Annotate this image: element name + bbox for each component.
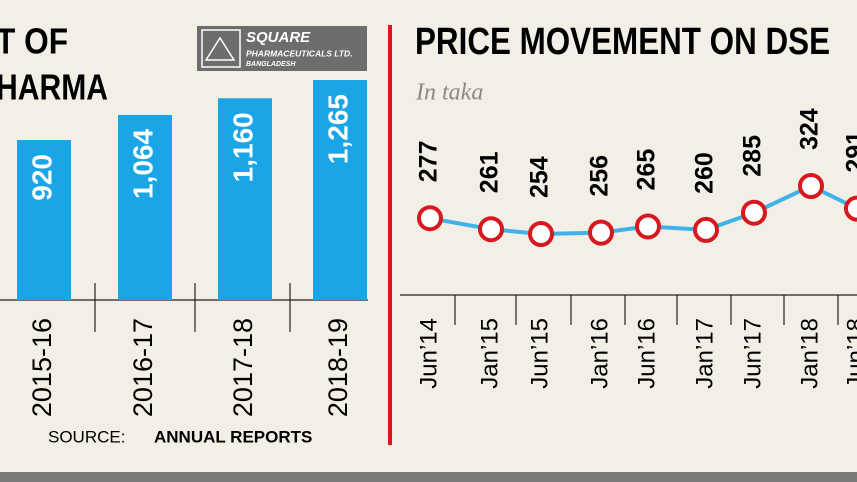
x-tick-label: Jan’18 (796, 318, 823, 389)
value-label: 1,064 (127, 129, 158, 199)
value-label: 260 (691, 152, 719, 194)
x-tick-label: 2018-19 (323, 318, 353, 417)
bar (118, 114, 172, 301)
value-label: 265 (633, 149, 661, 191)
x-tick-label: Jun’18 (842, 318, 857, 389)
value-label: 1,160 (227, 112, 258, 182)
value-label: 256 (586, 155, 614, 197)
source: ANNUAL REPORTS (154, 427, 312, 446)
x-tick-label: Jun’14 (415, 318, 442, 389)
bar (313, 80, 367, 300)
line-subtitle: In taka (415, 80, 483, 106)
value-label: 291 (842, 131, 857, 173)
value-label: 277 (415, 141, 443, 183)
logo-icon (204, 36, 236, 61)
x-tick-label: Jun’16 (633, 318, 660, 389)
line-title: PRICE MOVEMENT ON DSE (415, 21, 830, 63)
x-tick-label: Jun’15 (526, 318, 553, 389)
logo-icon (201, 29, 241, 68)
x-tick-label: 2016-17 (128, 318, 158, 417)
source-label: SOURCE: (48, 427, 125, 446)
value-label: 261 (476, 151, 504, 193)
bar-title-line: T OF (0, 21, 68, 62)
logo-box (197, 26, 367, 71)
marker (528, 221, 554, 247)
marker (478, 216, 504, 243)
logo-country: BANGLADESH (246, 61, 296, 68)
bar-title-line: HARMA (0, 67, 108, 108)
x-tick-label: Jun’17 (739, 318, 766, 389)
marker (844, 195, 857, 222)
value-label: 1,265 (322, 94, 353, 164)
marker (741, 199, 767, 226)
value-label: 920 (26, 154, 57, 201)
marker (417, 205, 443, 232)
marker (693, 216, 719, 243)
bar (17, 140, 71, 300)
logo: SQUARE PHARMACEUTICALS LTD. BANGLADESH (197, 26, 367, 71)
marker (635, 213, 661, 240)
x-tick-label: 2015-16 (27, 318, 57, 417)
x-tick-label: Jan’16 (586, 318, 613, 389)
logo-company: PHARMACEUTICALS LTD. (246, 48, 353, 58)
logo-name: SQUARE (246, 29, 311, 46)
x-tick-label: Jan’15 (476, 318, 503, 389)
value-label: 254 (526, 156, 554, 198)
x-tick-label: 2017-18 (228, 318, 258, 417)
footer-band (0, 472, 857, 482)
bar (218, 98, 272, 301)
marker (798, 173, 824, 199)
value-label: 324 (796, 108, 824, 150)
marker (588, 219, 614, 246)
value-label: 285 (739, 135, 767, 177)
x-tick-label: Jan’17 (691, 318, 718, 389)
